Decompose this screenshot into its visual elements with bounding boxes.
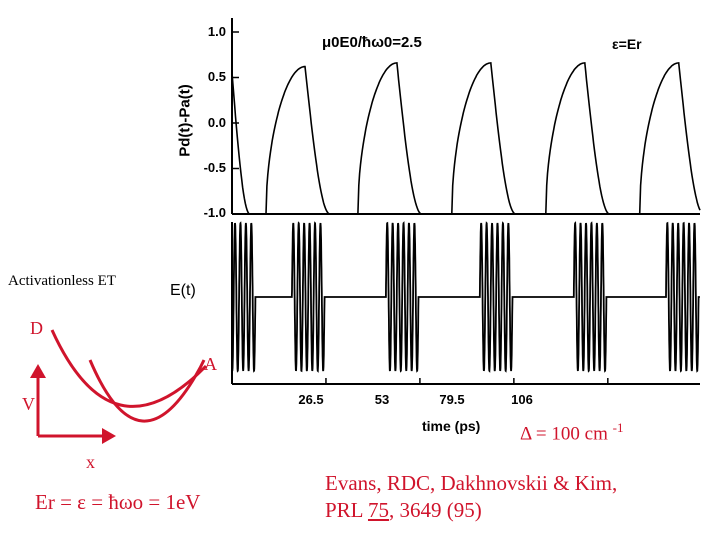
ytick-label: -0.5 (203, 160, 226, 175)
coordinate-axis-label: x (86, 452, 95, 472)
acceptor-label: A (204, 354, 217, 374)
ytick-label: 1.0 (207, 24, 226, 39)
xtick-label: 26.5 (298, 392, 324, 407)
panel-title: Activationless ET (8, 273, 116, 289)
energy-condition-annotation: ε=Er (612, 36, 642, 52)
xtick-label: 79.5 (439, 392, 465, 407)
xtick-label: 53 (374, 392, 390, 407)
electric-field-line (231, 221, 700, 373)
coupling-annotation: Δ = 100 cm -1 (520, 420, 623, 445)
upper-chart-curves (231, 62, 701, 215)
field-strength-annotation: μ0E0/ħω0=2.5 (322, 34, 422, 51)
donor-label: D (30, 318, 43, 338)
citation: Evans, RDC, Dakhnovskii & Kim, PRL 75, 3… (325, 470, 617, 524)
citation-pages: , 3649 (95) (388, 498, 482, 522)
donor-curve (50, 329, 208, 408)
citation-authors: Evans, RDC, Dakhnovskii & Kim, (325, 471, 618, 495)
ytick-label: 0.0 (207, 115, 226, 130)
coupling-exponent: -1 (612, 420, 624, 435)
citation-journal-name: PRL (325, 498, 368, 522)
acceptor-curve (88, 359, 206, 423)
coordinate-axis-arrow (102, 428, 116, 444)
potential-axis-label: V (22, 394, 35, 414)
upper-y-axis-label: Pd(t)-Pa(t) (176, 84, 194, 157)
time-axis-label: time (ps) (422, 418, 481, 434)
field-axis-label: E(t) (170, 282, 196, 299)
coupling-text: Δ = 100 cm (520, 423, 608, 445)
citation-journal: PRL 75, 3649 (95) (325, 497, 617, 524)
ytick-label: 0.5 (207, 69, 226, 84)
potential-diagram (30, 329, 208, 444)
field-chart-curves (231, 221, 700, 373)
energy-equation: Er = ε = ħωo = 1eV (35, 490, 201, 514)
citation-volume: 75 (367, 498, 389, 522)
potential-axis-arrow (30, 364, 46, 378)
xtick-label: 106 (511, 392, 533, 407)
ytick-label: -1.0 (203, 205, 226, 220)
population-difference-line (231, 62, 701, 215)
